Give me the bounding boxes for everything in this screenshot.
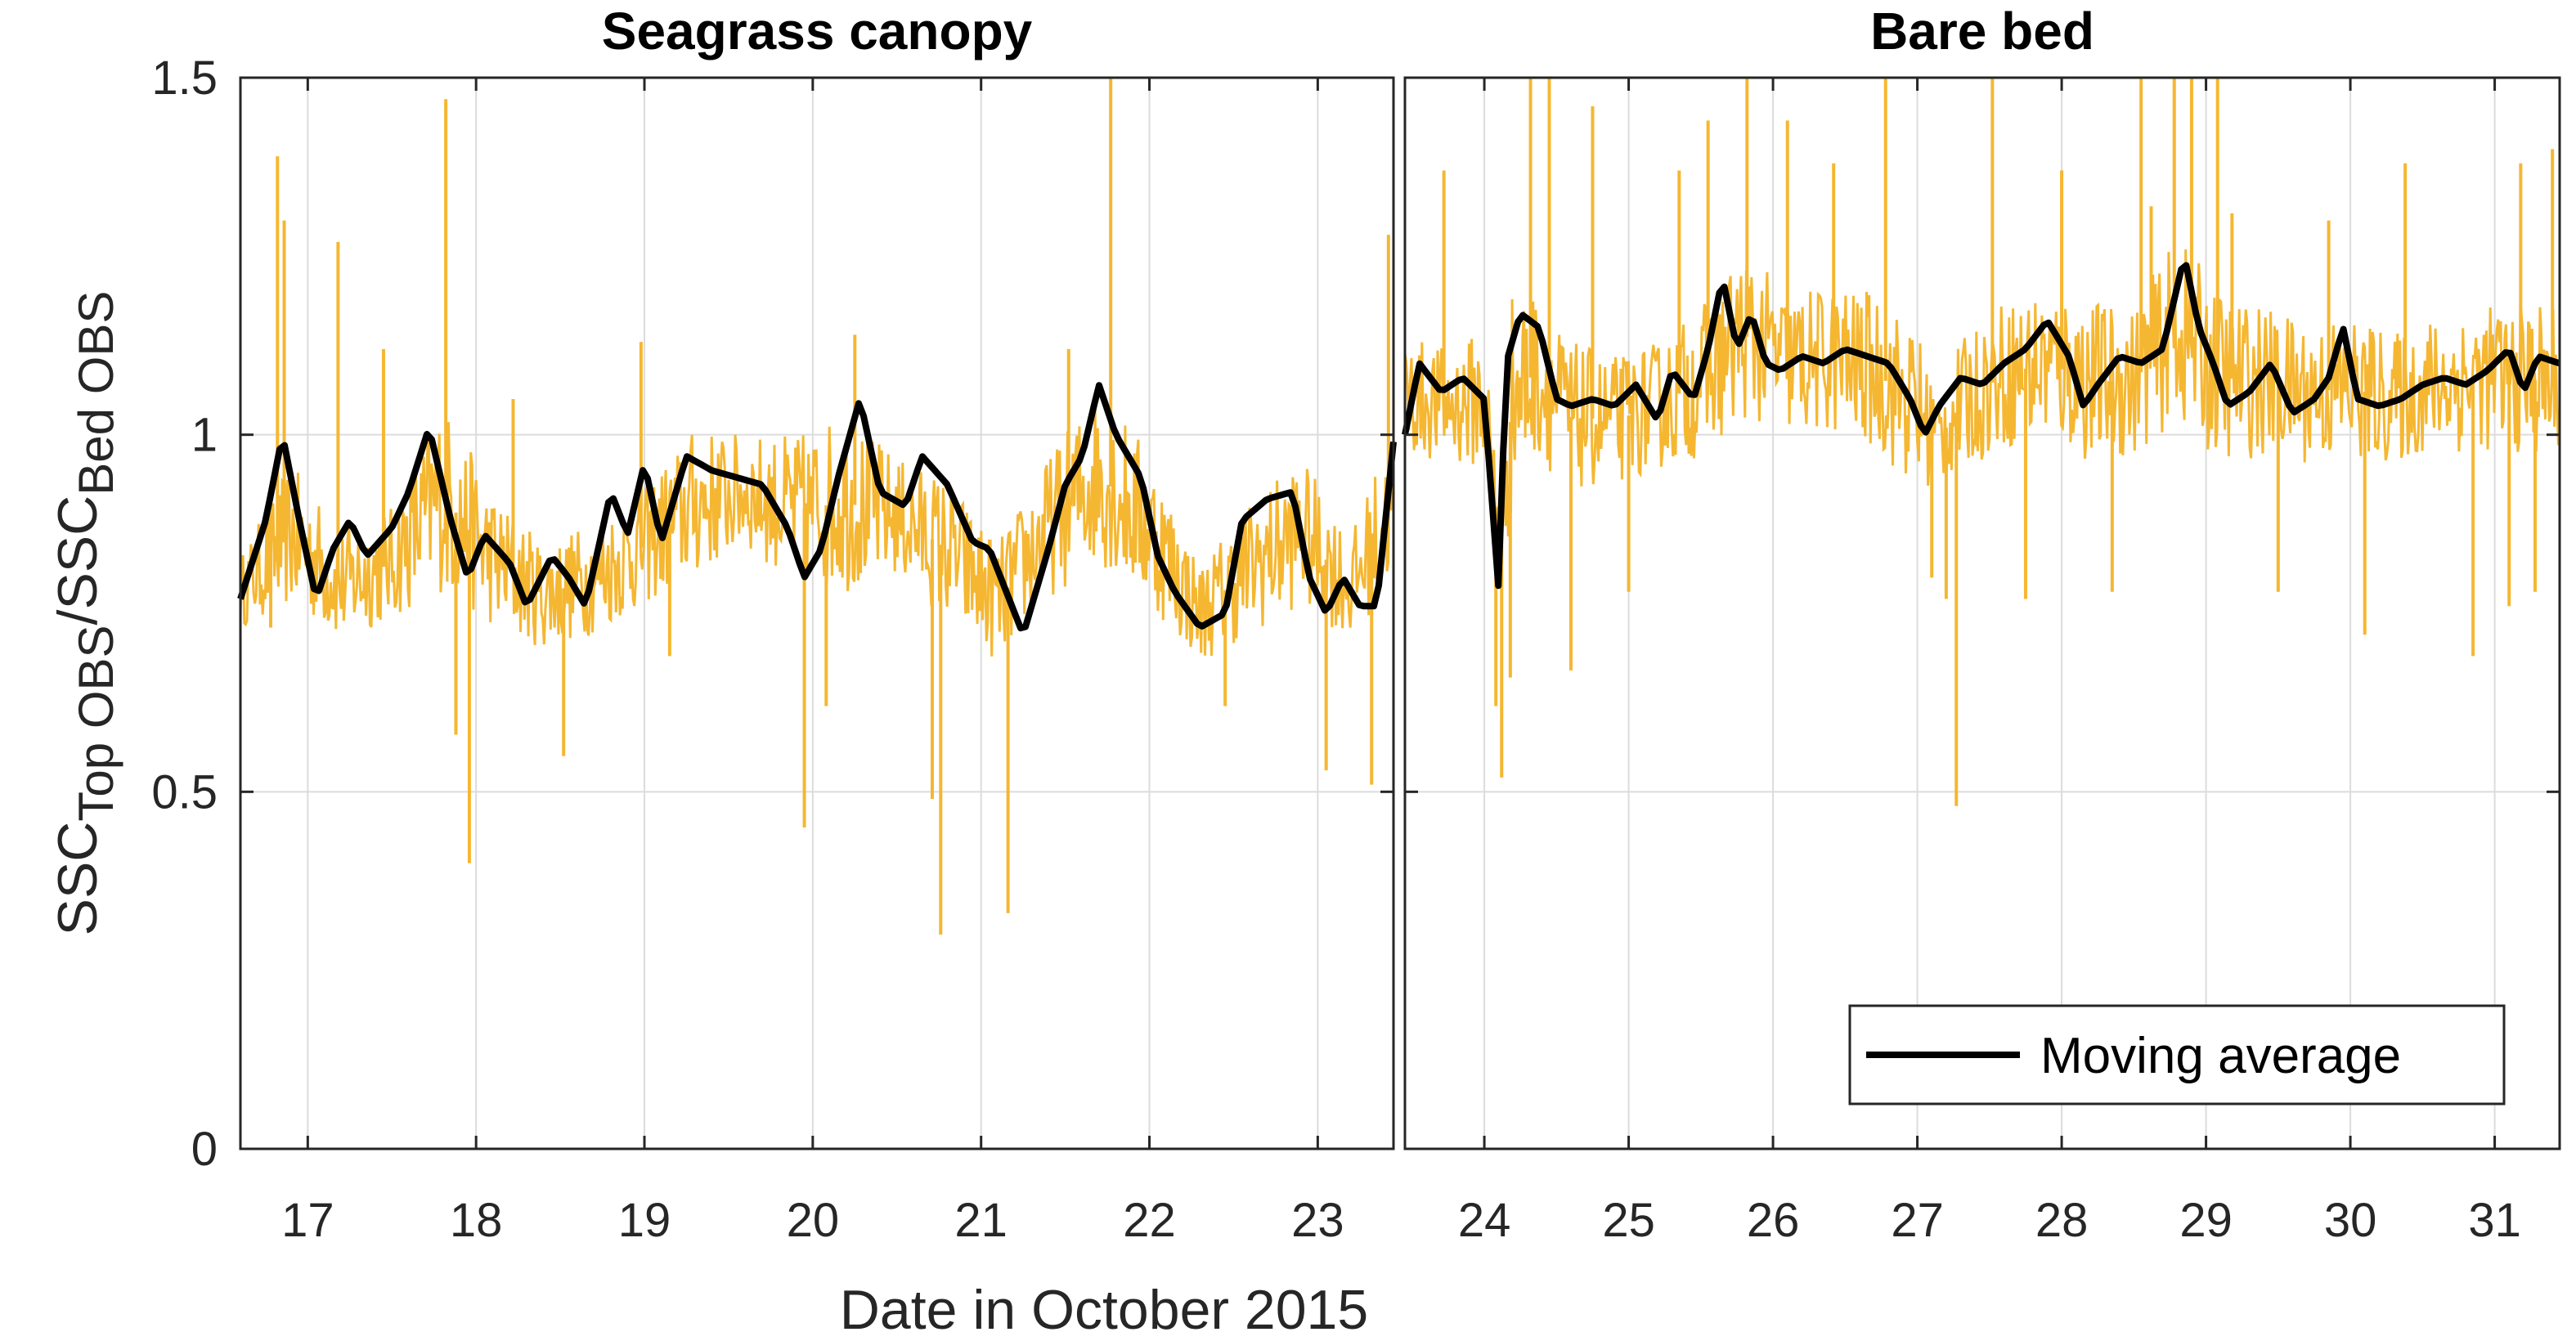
x-tick-label: 30	[2324, 1194, 2377, 1247]
x-tick-label: 25	[1602, 1194, 1655, 1247]
x-tick-label: 28	[2035, 1194, 2089, 1247]
x-tick-label: 27	[1891, 1194, 1944, 1247]
x-tick-label: 26	[1747, 1194, 1800, 1247]
plot-area-bare-bed	[1405, 78, 2560, 1149]
x-tick-label: 21	[954, 1194, 1008, 1247]
x-tick-label: 29	[2179, 1194, 2233, 1247]
y-label-separator: /SSC	[47, 496, 109, 626]
x-tick-label: 20	[787, 1194, 840, 1247]
y-tick-label: 1	[191, 409, 218, 462]
x-tick-label: 17	[281, 1194, 334, 1247]
panel-title-bare-bed: Bare bed	[1870, 2, 2094, 61]
y-label-main: SSC	[47, 822, 109, 936]
moving-average-line	[1402, 262, 2561, 590]
x-tick-labels-bare-bed: 24 25 26 27 28 29 30 31	[1458, 1194, 2521, 1247]
y-label-sub-bed: Bed OBS	[69, 291, 123, 496]
y-tick-labels: 0 0.5 1 1.5	[151, 52, 218, 1176]
legend-label-moving-average: Moving average	[2040, 1028, 2401, 1084]
y-tick-label: 1.5	[151, 52, 218, 105]
y-axis-label: SSCTop OBS/SSCBed OBS	[47, 291, 123, 936]
x-tick-label: 24	[1458, 1194, 1511, 1247]
x-axis-label: Date in October 2015	[840, 1279, 1368, 1341]
moving-average-seagrass	[237, 382, 1397, 632]
x-tick-label: 18	[450, 1194, 503, 1247]
raw-signal-trace	[239, 406, 1395, 657]
legend: Moving average	[1848, 1004, 2506, 1106]
y-tick-label: 0	[191, 1123, 218, 1176]
x-tick-label: 22	[1123, 1194, 1176, 1247]
x-tick-label: 31	[2468, 1194, 2521, 1247]
y-axis-label-text: SSCTop OBS/SSCBed OBS	[47, 291, 123, 936]
x-tick-label: 23	[1291, 1194, 1344, 1247]
axes-box-bare-bed	[1403, 76, 2561, 1150]
y-tick-label: 0.5	[151, 765, 218, 819]
axes-box-seagrass	[239, 76, 1395, 1150]
x-tick-label: 19	[618, 1194, 671, 1247]
raw-signal-trace	[1403, 249, 2561, 572]
moving-average-bare-bed	[1402, 262, 2561, 590]
x-tick-labels-seagrass: 17 18 19 20 21 22 23	[281, 1194, 1344, 1247]
y-label-sub-top: Top OBS	[69, 625, 123, 821]
panel-title-seagrass: Seagrass canopy	[602, 2, 1033, 61]
grid-seagrass	[240, 78, 1393, 1149]
moving-average-line	[237, 382, 1397, 632]
panel-seagrass-canopy: Seagrass canopy 0 0.5 1 1.5 17 18 19 20 21 22 23	[151, 2, 1397, 1247]
panel-bare-bed: Bare bed 24 25 26 27 28 29 30 31 Moving average	[1402, 2, 2561, 1247]
